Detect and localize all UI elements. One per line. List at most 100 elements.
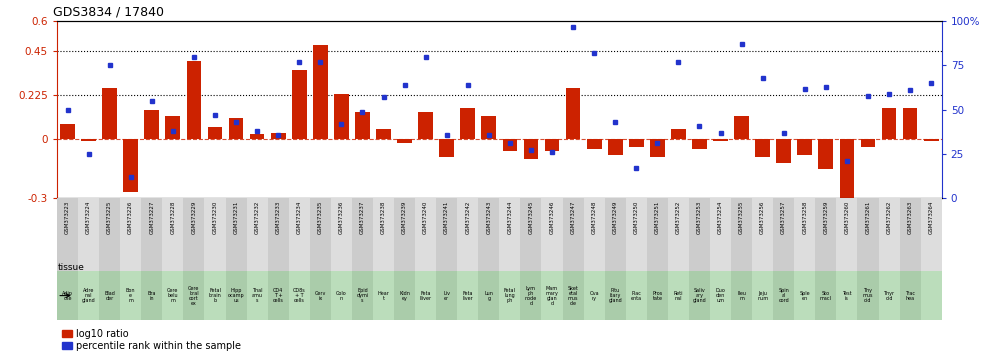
Text: Plac
enta: Plac enta	[631, 291, 642, 301]
Bar	[731, 271, 752, 320]
Bar	[142, 198, 162, 271]
Text: Epid
dymi
s: Epid dymi s	[356, 288, 369, 303]
Bar	[78, 271, 99, 320]
Bar	[587, 139, 602, 149]
Text: GSM373250: GSM373250	[634, 200, 639, 234]
Bar	[542, 198, 562, 271]
Text: GSM373263: GSM373263	[907, 200, 912, 234]
Bar	[418, 112, 433, 139]
Bar	[562, 198, 584, 271]
Bar	[524, 139, 539, 159]
Bar	[734, 116, 749, 139]
Bar	[797, 139, 812, 155]
Text: Ileu
m: Ileu m	[737, 291, 746, 301]
Bar	[229, 118, 244, 139]
Bar	[352, 271, 373, 320]
Text: Thal
amu
s: Thal amu s	[252, 288, 262, 303]
Text: GSM373234: GSM373234	[297, 200, 302, 234]
Text: Pros
tate: Pros tate	[653, 291, 663, 301]
Bar	[752, 198, 774, 271]
Text: Fetal
brain
b: Fetal brain b	[208, 288, 221, 303]
Text: GSM373260: GSM373260	[844, 200, 849, 234]
Bar	[394, 271, 415, 320]
Bar	[184, 271, 204, 320]
Text: GSM373244: GSM373244	[507, 200, 512, 234]
Bar	[605, 271, 626, 320]
Bar	[204, 271, 225, 320]
Bar	[479, 198, 499, 271]
Text: Saliv
ary
gland: Saliv ary gland	[693, 288, 707, 303]
Bar	[584, 271, 605, 320]
Bar	[145, 110, 159, 139]
Bar	[692, 139, 707, 149]
Text: Colo
n: Colo n	[336, 291, 347, 301]
Bar	[204, 198, 225, 271]
Text: GSM373254: GSM373254	[718, 200, 723, 234]
Bar	[57, 198, 78, 271]
Bar	[207, 127, 222, 139]
Bar	[267, 271, 289, 320]
Text: GSM373264: GSM373264	[929, 200, 934, 234]
Text: GSM373231: GSM373231	[234, 200, 239, 234]
Bar	[647, 198, 667, 271]
Bar	[271, 133, 286, 139]
Text: GSM373249: GSM373249	[612, 200, 617, 234]
Bar	[457, 271, 479, 320]
Bar	[857, 198, 879, 271]
Text: Thyr
oid: Thyr oid	[884, 291, 895, 301]
Bar	[355, 112, 370, 139]
Bar	[626, 198, 647, 271]
Bar	[99, 198, 120, 271]
Text: GSM373253: GSM373253	[697, 200, 702, 234]
Text: tissue: tissue	[57, 263, 85, 272]
Bar	[857, 271, 879, 320]
Text: Adip
ose: Adip ose	[62, 291, 73, 301]
Text: GSM373252: GSM373252	[676, 200, 681, 234]
Text: Mam
mary
glan
d: Mam mary glan d	[546, 286, 558, 306]
Text: Pitu
itary
gland: Pitu itary gland	[608, 288, 622, 303]
Text: GSM373257: GSM373257	[781, 200, 786, 234]
Text: Feta
liver: Feta liver	[462, 291, 473, 301]
Bar	[376, 130, 391, 139]
Text: GSM373255: GSM373255	[739, 200, 744, 234]
Text: Sket
etal
mus
cle: Sket etal mus cle	[567, 286, 579, 306]
Bar	[162, 271, 184, 320]
Bar	[99, 271, 120, 320]
Bar	[752, 271, 774, 320]
Bar	[689, 198, 710, 271]
Bar	[650, 139, 665, 157]
Text: GSM373229: GSM373229	[192, 200, 197, 234]
Bar	[373, 198, 394, 271]
Bar	[520, 198, 542, 271]
Bar	[921, 271, 942, 320]
Text: GSM373233: GSM373233	[275, 200, 281, 234]
Bar	[415, 271, 436, 320]
Text: GSM373248: GSM373248	[592, 200, 597, 234]
Bar	[479, 271, 499, 320]
Bar	[184, 198, 204, 271]
Text: Feta
lliver: Feta lliver	[420, 291, 432, 301]
Bar	[837, 198, 857, 271]
Bar	[352, 198, 373, 271]
Bar	[289, 271, 310, 320]
Bar	[187, 61, 202, 139]
Bar	[225, 198, 247, 271]
Text: GSM373261: GSM373261	[865, 200, 871, 234]
Text: GSM373258: GSM373258	[802, 200, 807, 234]
Bar	[774, 198, 794, 271]
Bar	[710, 198, 731, 271]
Text: Blad
der: Blad der	[104, 291, 115, 301]
Text: GSM373232: GSM373232	[255, 200, 260, 234]
Bar	[731, 198, 752, 271]
Legend: log10 ratio, percentile rank within the sample: log10 ratio, percentile rank within the …	[62, 329, 242, 351]
Bar	[667, 271, 689, 320]
Text: GSM373223: GSM373223	[65, 200, 70, 234]
Bar	[815, 271, 837, 320]
Bar	[165, 116, 180, 139]
Text: Thy
mus
oid: Thy mus oid	[863, 288, 873, 303]
Text: GSM373251: GSM373251	[655, 200, 660, 234]
Text: GSM373225: GSM373225	[107, 200, 112, 234]
Bar	[120, 271, 142, 320]
Text: GSM373241: GSM373241	[444, 200, 449, 234]
Text: GSM373237: GSM373237	[360, 200, 365, 234]
